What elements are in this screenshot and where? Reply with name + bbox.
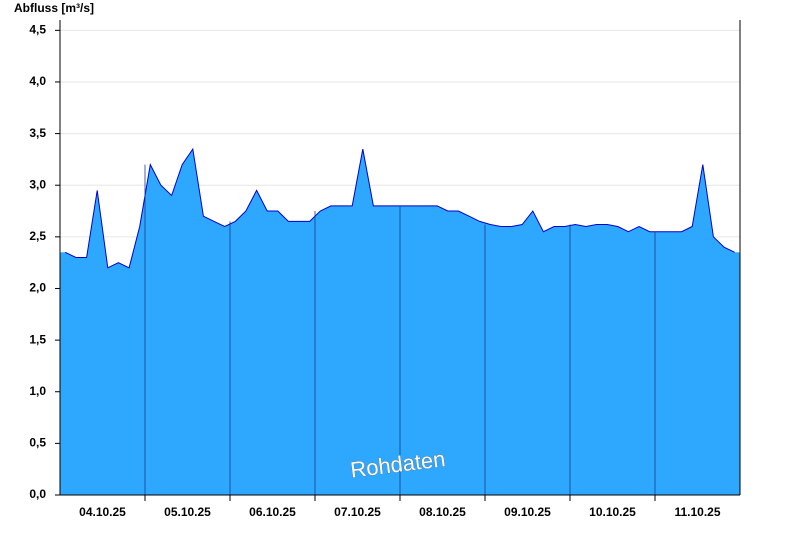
x-tick-label: 10.10.25 (589, 505, 636, 519)
x-tick-label: 09.10.25 (504, 505, 551, 519)
x-tick-label: 05.10.25 (164, 505, 211, 519)
x-tick-label: 06.10.25 (249, 505, 296, 519)
y-axis-label: Abfluss [m³/s] (14, 1, 94, 15)
y-tick-label: 2,5 (29, 229, 46, 243)
y-tick-label: 3,0 (29, 177, 46, 191)
y-tick-label: 4,5 (29, 22, 46, 36)
y-tick-label: 1,0 (29, 384, 46, 398)
x-tick-label: 07.10.25 (334, 505, 381, 519)
y-tick-label: 0,5 (29, 436, 46, 450)
x-tick-label: 04.10.25 (79, 505, 126, 519)
y-tick-label: 3,5 (29, 126, 46, 140)
y-tick-label: 2,0 (29, 281, 46, 295)
y-tick-label: 4,0 (29, 74, 46, 88)
x-tick-label: 08.10.25 (419, 505, 466, 519)
y-tick-label: 0,0 (29, 487, 46, 501)
x-tick-label: 11.10.25 (674, 505, 720, 519)
y-tick-label: 1,5 (29, 332, 46, 346)
